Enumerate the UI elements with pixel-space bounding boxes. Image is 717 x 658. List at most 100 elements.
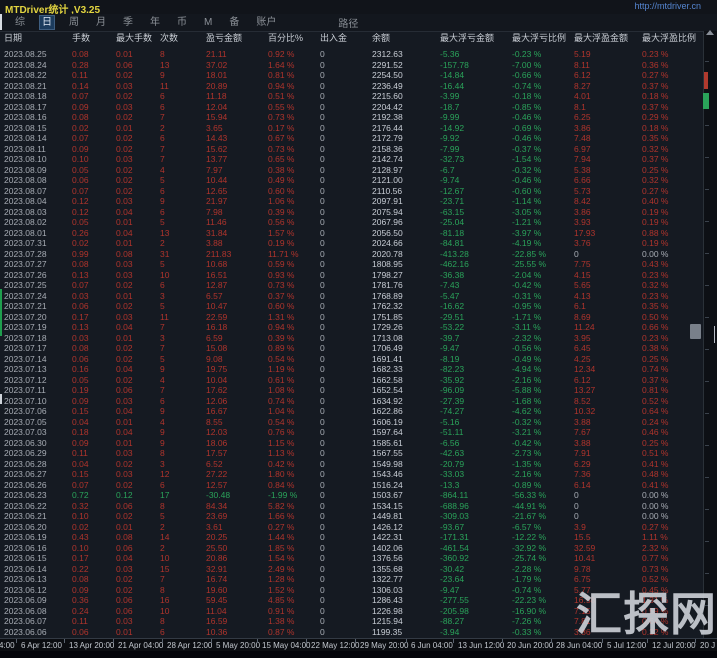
table-row[interactable]: 2023.08.01 0.26 0.04 13 31.84 1.57 % 0 2056.50 -… <box>0 228 704 239</box>
column-header[interactable]: 最大浮盈比例 <box>642 33 697 43</box>
menu-item-备[interactable]: 备 <box>229 17 240 28</box>
column-header[interactable]: 百分比% <box>268 33 304 43</box>
table-row[interactable]: 2023.08.04 0.12 0.03 9 21.97 1.06 % 0 2097.91 -2… <box>0 196 704 207</box>
column-header[interactable]: 日期 <box>4 33 23 43</box>
table-row[interactable]: 2023.07.13 0.16 0.04 9 19.75 1.19 % 0 1682.33 -8… <box>0 364 704 375</box>
table-cell: 0 <box>320 164 325 175</box>
table-row[interactable]: 2023.07.18 0.03 0.01 3 6.59 0.39 % 0 1713.08 -39… <box>0 333 704 344</box>
column-header[interactable]: 最大浮亏比例 <box>512 33 567 43</box>
table-row[interactable]: 2023.06.15 0.17 0.04 10 20.86 1.54 % 0 1376.56 -… <box>0 553 704 564</box>
table-row[interactable]: 2023.06.13 0.08 0.02 7 16.74 1.28 % 0 1322.77 -2… <box>0 574 704 585</box>
table-row[interactable]: 2023.07.06 0.15 0.04 9 16.67 1.04 % 0 1622.86 -7… <box>0 406 704 417</box>
table-row[interactable]: 2023.08.17 0.09 0.03 6 12.04 0.55 % 0 2204.42 -1… <box>0 102 704 113</box>
table-cell: 2192.38 <box>372 112 403 122</box>
table-row[interactable]: 2023.08.03 0.12 0.04 6 7.98 0.39 % 0 2075.94 -63… <box>0 207 704 218</box>
table-row[interactable]: 2023.08.14 0.07 0.02 6 14.43 0.67 % 0 2172.79 -9… <box>0 133 704 144</box>
table-row[interactable]: 2023.06.21 0.10 0.02 5 23.69 1.66 % 0 1449.81 -3… <box>0 511 704 522</box>
table-cell: 0.50 % <box>642 311 669 322</box>
column-header[interactable]: 盈亏金额 <box>206 33 243 43</box>
menu-item-年[interactable]: 年 <box>150 17 160 28</box>
table-row[interactable]: 2023.06.23 0.72 0.12 17 -30.48 -1.99 % 0 1503.6… <box>0 490 704 501</box>
column-header[interactable]: 最大浮盈金额 <box>574 33 629 43</box>
table-row[interactable]: 2023.08.16 0.08 0.02 7 15.94 0.73 % 0 2192.38 -9… <box>0 112 704 123</box>
table-row[interactable]: 2023.06.09 0.36 0.06 16 59.45 4.85 % 0 1286.43 -… <box>0 595 704 606</box>
table-row[interactable]: 2023.06.16 0.10 0.06 2 25.50 1.85 % 0 1402.06 -4… <box>0 543 704 554</box>
table-row[interactable]: 2023.07.19 0.13 0.04 7 16.18 0.94 % 0 1729.26 -5… <box>0 322 704 333</box>
menu-item-周[interactable]: 周 <box>69 17 79 28</box>
table-row[interactable]: 2023.07.21 0.06 0.02 5 10.47 0.60 % 0 1762.32 -1… <box>0 301 704 312</box>
table-cell: 2.49 % <box>268 563 295 574</box>
table-row[interactable]: 2023.07.25 0.07 0.02 6 12.87 0.73 % 0 1781.76 -7… <box>0 280 704 291</box>
table-row[interactable]: 2023.08.25 0.08 0.01 8 21.11 0.92 % 0 2312.63 -5… <box>0 49 704 60</box>
table-row[interactable]: 2023.07.03 0.18 0.04 9 12.03 0.76 % 0 1597.64 -5… <box>0 427 704 438</box>
table-row[interactable]: 2023.07.05 0.04 0.01 4 8.55 0.54 % 0 1606.19 -5.… <box>0 417 704 428</box>
menu-item-M[interactable]: M <box>204 17 213 28</box>
table-row[interactable]: 2023.06.30 0.09 0.01 9 18.06 1.15 % 0 1585.61 -6… <box>0 438 704 449</box>
table-row[interactable]: 2023.08.21 0.14 0.03 11 20.89 0.94 % 0 2236.49 -… <box>0 81 704 92</box>
table-row[interactable]: 2023.06.07 0.11 0.03 8 16.59 1.38 % 0 1215.94 -8… <box>0 616 704 627</box>
table-row[interactable]: 2023.08.02 0.05 0.01 5 11.46 0.56 % 0 2067.96 -2… <box>0 217 704 228</box>
table-row[interactable]: 2023.06.19 0.43 0.08 14 20.25 1.44 % 0 1422.31 -… <box>0 532 704 543</box>
table-cell: -0.37 % <box>512 143 542 154</box>
table-cell: 0.14 <box>72 80 89 91</box>
column-header[interactable]: 最大浮亏金额 <box>440 33 495 43</box>
column-header[interactable]: 次数 <box>160 33 179 43</box>
table-row[interactable]: 2023.08.08 0.06 0.02 5 10.44 0.49 % 0 2121.00 -9… <box>0 175 704 186</box>
table-cell: 0.38 % <box>642 343 669 353</box>
column-header[interactable]: 手数 <box>72 33 91 43</box>
table-row[interactable]: 2023.06.06 0.06 0.01 6 10.36 0.87 % 0 1199.35 -3… <box>0 627 704 638</box>
table-row[interactable]: 2023.08.18 0.07 0.02 6 11.18 0.51 % 0 2215.60 -3… <box>0 91 704 102</box>
menu-item-日[interactable]: 日 <box>39 15 55 30</box>
table-row[interactable]: 2023.07.31 0.02 0.01 2 3.88 0.19 % 0 2024.66 -84… <box>0 238 704 249</box>
table-row[interactable]: 2023.07.24 0.03 0.01 3 6.57 0.37 % 0 1768.89 -5.… <box>0 291 704 302</box>
table-row[interactable]: 2023.07.11 0.19 0.06 7 17.62 1.08 % 0 1652.54 -9… <box>0 385 704 396</box>
table-row[interactable]: 2023.06.28 0.04 0.02 3 6.52 0.42 % 0 1549.98 -20… <box>0 459 704 470</box>
table-row[interactable]: 2023.06.26 0.07 0.02 6 12.57 0.84 % 0 1516.24 -1… <box>0 480 704 491</box>
menu-item-path[interactable]: 路径 <box>338 19 359 30</box>
title-bar: MTDriver统计 ,V3.25 http://mtdriver.cn <box>0 0 717 16</box>
table-row[interactable]: 2023.06.20 0.02 0.01 2 3.61 0.27 % 0 1426.12 -93… <box>0 522 704 533</box>
table-row[interactable]: 2023.07.27 0.08 0.03 5 10.68 0.59 % 0 1808.95 -4… <box>0 259 704 270</box>
menu-item-综[interactable]: 综 <box>15 17 25 28</box>
table-row[interactable]: 2023.08.10 0.10 0.03 7 13.77 0.65 % 0 2142.74 -3… <box>0 154 704 165</box>
table-cell: 1597.64 <box>372 427 403 437</box>
table-row[interactable]: 2023.07.10 0.09 0.03 6 12.06 0.74 % 0 1634.92 -2… <box>0 396 704 407</box>
table-row[interactable]: 2023.06.27 0.15 0.03 12 27.22 1.80 % 0 1543.46 -… <box>0 469 704 480</box>
column-header[interactable]: 最大手数 <box>116 33 153 43</box>
website-link[interactable]: http://mtdriver.cn <box>634 1 701 11</box>
table-row[interactable]: 2023.06.08 0.24 0.06 10 11.04 0.91 % 0 1226.98 -… <box>0 606 704 617</box>
menu-item-月[interactable]: 月 <box>96 17 106 28</box>
table-row[interactable]: 2023.08.09 0.05 0.02 4 7.97 0.38 % 0 2128.97 -6.… <box>0 165 704 176</box>
column-header[interactable]: 出入金 <box>320 33 348 43</box>
menu-item-季[interactable]: 季 <box>123 17 133 28</box>
table-row[interactable]: 2023.07.17 0.08 0.02 7 15.08 0.89 % 0 1706.49 -9… <box>0 343 704 354</box>
table-row[interactable]: 2023.07.12 0.05 0.02 4 10.04 0.61 % 0 1662.58 -3… <box>0 375 704 386</box>
scrollbar-thumb[interactable] <box>690 324 701 339</box>
table-row[interactable]: 2023.08.15 0.02 0.01 2 3.65 0.17 % 0 2176.44 -14… <box>0 123 704 134</box>
table-cell: 2158.36 <box>372 143 403 154</box>
table-row[interactable]: 2023.08.24 0.28 0.06 13 37.02 1.64 % 0 2291.52 -… <box>0 60 704 71</box>
table-row[interactable]: 2023.06.22 0.32 0.06 8 84.34 5.82 % 0 1534.15 -6… <box>0 501 704 512</box>
scroll-up-icon[interactable] <box>706 30 714 35</box>
table-row[interactable]: 2023.06.14 0.22 0.03 15 32.91 2.49 % 0 1355.68 -… <box>0 564 704 575</box>
table-row[interactable]: 2023.08.11 0.09 0.02 7 15.62 0.73 % 0 2158.36 -7… <box>0 144 704 155</box>
table-row[interactable]: 2023.06.12 0.09 0.02 8 19.60 1.52 % 0 1306.03 -9… <box>0 585 704 596</box>
table-row[interactable]: 2023.08.22 0.11 0.02 9 18.01 0.81 % 0 2254.50 -1… <box>0 70 704 81</box>
table-cell: 9 <box>160 196 165 206</box>
table-row[interactable]: 2023.06.29 0.11 0.03 8 17.57 1.13 % 0 1567.55 -4… <box>0 448 704 459</box>
table-row[interactable]: 2023.07.28 0.99 0.08 31 211.83 11.71 % 0 2020.7… <box>0 249 704 260</box>
menu-item-账户[interactable]: 账户 <box>256 17 277 28</box>
table-row[interactable]: 2023.07.20 0.17 0.03 11 22.59 1.31 % 0 1751.85 -… <box>0 312 704 323</box>
column-header[interactable]: 余额 <box>372 33 391 43</box>
menu-item-币[interactable]: 币 <box>177 17 187 28</box>
table-cell: 0.99 <box>72 248 89 259</box>
table-row[interactable]: 2023.08.07 0.07 0.02 6 12.65 0.60 % 0 2110.56 -1… <box>0 186 704 197</box>
table-cell: 0.59 % <box>268 259 295 269</box>
table-row[interactable]: 2023.07.14 0.06 0.02 5 9.08 0.54 % 0 1691.41 -8.… <box>0 354 704 365</box>
axis-tick <box>113 639 114 643</box>
table-row[interactable]: 2023.07.26 0.13 0.03 10 16.51 0.93 % 0 1798.27 -… <box>0 270 704 281</box>
table-cell: 6.57 <box>206 290 223 301</box>
table-cell: 23.69 <box>206 511 228 521</box>
axis-label: 21 Apr 04:00 <box>118 641 164 650</box>
table-cell: 0.01 <box>116 332 133 343</box>
